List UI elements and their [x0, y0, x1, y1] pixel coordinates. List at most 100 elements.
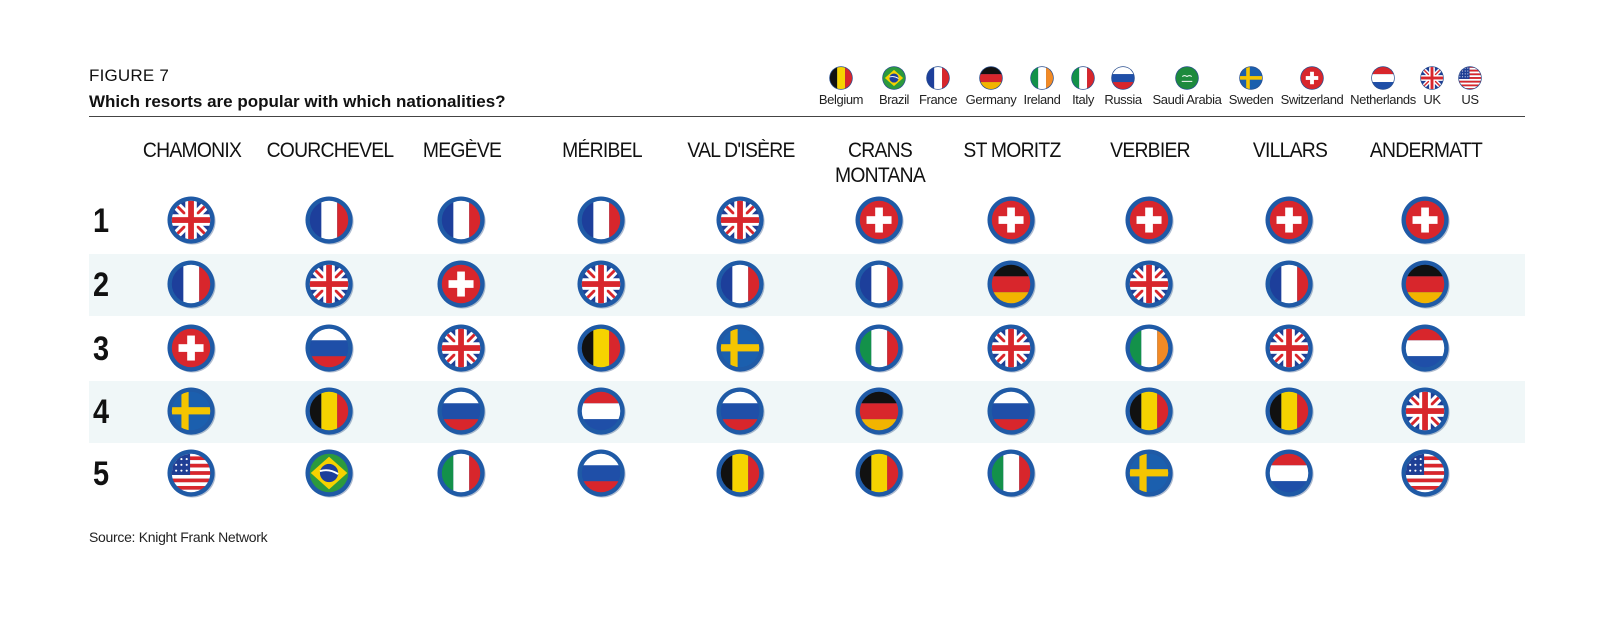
legend-label: Switzerland — [1280, 92, 1344, 107]
legend-label: Russia — [1104, 92, 1142, 107]
us-flag-icon — [1401, 449, 1450, 498]
uk-flag-icon — [1420, 66, 1444, 90]
brazil-flag-icon — [882, 66, 906, 90]
column-header: MEGÈVE — [422, 139, 502, 162]
sweden-flag-icon — [167, 387, 216, 436]
belgium-flag-icon — [855, 449, 904, 498]
legend-item-uk: UK — [1392, 66, 1472, 107]
switzerland-flag-icon — [1125, 196, 1174, 245]
legend-item-us: US — [1430, 66, 1510, 107]
figure-label: FIGURE 7 — [89, 66, 170, 85]
sweden-flag-icon — [1239, 66, 1263, 90]
brazil-flag-icon — [305, 449, 354, 498]
column-header: VAL D'ISÈRE — [687, 139, 795, 162]
sweden-flag-icon — [716, 324, 765, 373]
germany-flag-icon — [987, 260, 1036, 309]
uk-flag-icon — [987, 324, 1036, 373]
switzerland-flag-icon — [1401, 196, 1450, 245]
legend-item-switzerland: Switzerland — [1272, 66, 1352, 107]
russia-flag-icon — [437, 387, 486, 436]
legend-label: Sweden — [1228, 92, 1274, 107]
switzerland-flag-icon — [167, 324, 216, 373]
belgium-flag-icon — [305, 387, 354, 436]
saudi-arabia-flag-icon — [1175, 66, 1199, 90]
france-flag-icon — [855, 260, 904, 309]
legend-item-italy: Italy — [1043, 66, 1123, 107]
source-note: Source: Knight Frank Network — [89, 529, 268, 545]
title-rule — [89, 116, 1525, 117]
germany-flag-icon — [979, 66, 1003, 90]
germany-flag-icon — [855, 387, 904, 436]
france-flag-icon — [167, 260, 216, 309]
legend-label: US — [1461, 92, 1479, 107]
belgium-flag-icon — [829, 66, 853, 90]
russia-flag-icon — [305, 324, 354, 373]
russia-flag-icon — [716, 387, 765, 436]
rank-label: 1 — [93, 202, 109, 240]
legend-label: Saudi Arabia — [1152, 92, 1222, 107]
legend-label: Brazil — [878, 92, 910, 107]
italy-flag-icon — [1071, 66, 1095, 90]
rank-label: 3 — [93, 330, 109, 368]
legend-item-brazil: Brazil — [854, 66, 934, 107]
legend-item-germany: Germany — [951, 66, 1031, 107]
netherlands-flag-icon — [577, 387, 626, 436]
legend-item-belgium: Belgium — [801, 66, 881, 107]
column-header: CHAMONIX — [142, 139, 242, 162]
netherlands-flag-icon — [1401, 324, 1450, 373]
legend-label: France — [918, 92, 958, 107]
france-flag-icon — [437, 196, 486, 245]
legend-item-saudi-arabia: Saudi Arabia — [1147, 66, 1227, 107]
switzerland-flag-icon — [855, 196, 904, 245]
legend-item-netherlands: Netherlands — [1343, 66, 1423, 107]
uk-flag-icon — [305, 260, 354, 309]
column-header: MÉRIBEL — [562, 139, 642, 162]
uk-flag-icon — [1125, 260, 1174, 309]
column-header: ANDERMATT — [1369, 139, 1483, 162]
france-flag-icon — [1265, 260, 1314, 309]
column-header: VILLARS — [1252, 139, 1328, 162]
legend-label: Germany — [965, 92, 1017, 107]
russia-flag-icon — [987, 387, 1036, 436]
italy-flag-icon — [437, 449, 486, 498]
us-flag-icon — [1458, 66, 1482, 90]
rank-label: 2 — [93, 266, 109, 304]
uk-flag-icon — [1265, 324, 1314, 373]
netherlands-flag-icon — [1371, 66, 1395, 90]
legend-label: Italy — [1072, 92, 1094, 107]
switzerland-flag-icon — [987, 196, 1036, 245]
column-header: COURCHEVEL — [266, 139, 395, 162]
belgium-flag-icon — [716, 449, 765, 498]
us-flag-icon — [167, 449, 216, 498]
belgium-flag-icon — [577, 324, 626, 373]
belgium-flag-icon — [1125, 387, 1174, 436]
france-flag-icon — [305, 196, 354, 245]
legend-label: Ireland — [1023, 92, 1061, 107]
italy-flag-icon — [855, 324, 904, 373]
legend-label: Belgium — [818, 92, 864, 107]
legend-item-france: France — [898, 66, 978, 107]
legend-item-russia: Russia — [1083, 66, 1163, 107]
column-header: ST MORITZ — [963, 139, 1061, 162]
rank-label: 4 — [93, 393, 109, 431]
uk-flag-icon — [716, 196, 765, 245]
chart-title: Which resorts are popular with which nat… — [89, 92, 506, 111]
column-header: VERBIER — [1110, 139, 1190, 162]
uk-flag-icon — [1401, 387, 1450, 436]
russia-flag-icon — [577, 449, 626, 498]
legend-label: UK — [1423, 92, 1441, 107]
legend-item-sweden: Sweden — [1211, 66, 1291, 107]
belgium-flag-icon — [1265, 387, 1314, 436]
uk-flag-icon — [437, 324, 486, 373]
switzerland-flag-icon — [437, 260, 486, 309]
column-header: CRANS MONTANA — [834, 139, 926, 187]
france-flag-icon — [577, 196, 626, 245]
russia-flag-icon — [1111, 66, 1135, 90]
uk-flag-icon — [577, 260, 626, 309]
italy-flag-icon — [987, 449, 1036, 498]
ireland-flag-icon — [1030, 66, 1054, 90]
legend-label: Netherlands — [1350, 92, 1416, 107]
france-flag-icon — [926, 66, 950, 90]
germany-flag-icon — [1401, 260, 1450, 309]
